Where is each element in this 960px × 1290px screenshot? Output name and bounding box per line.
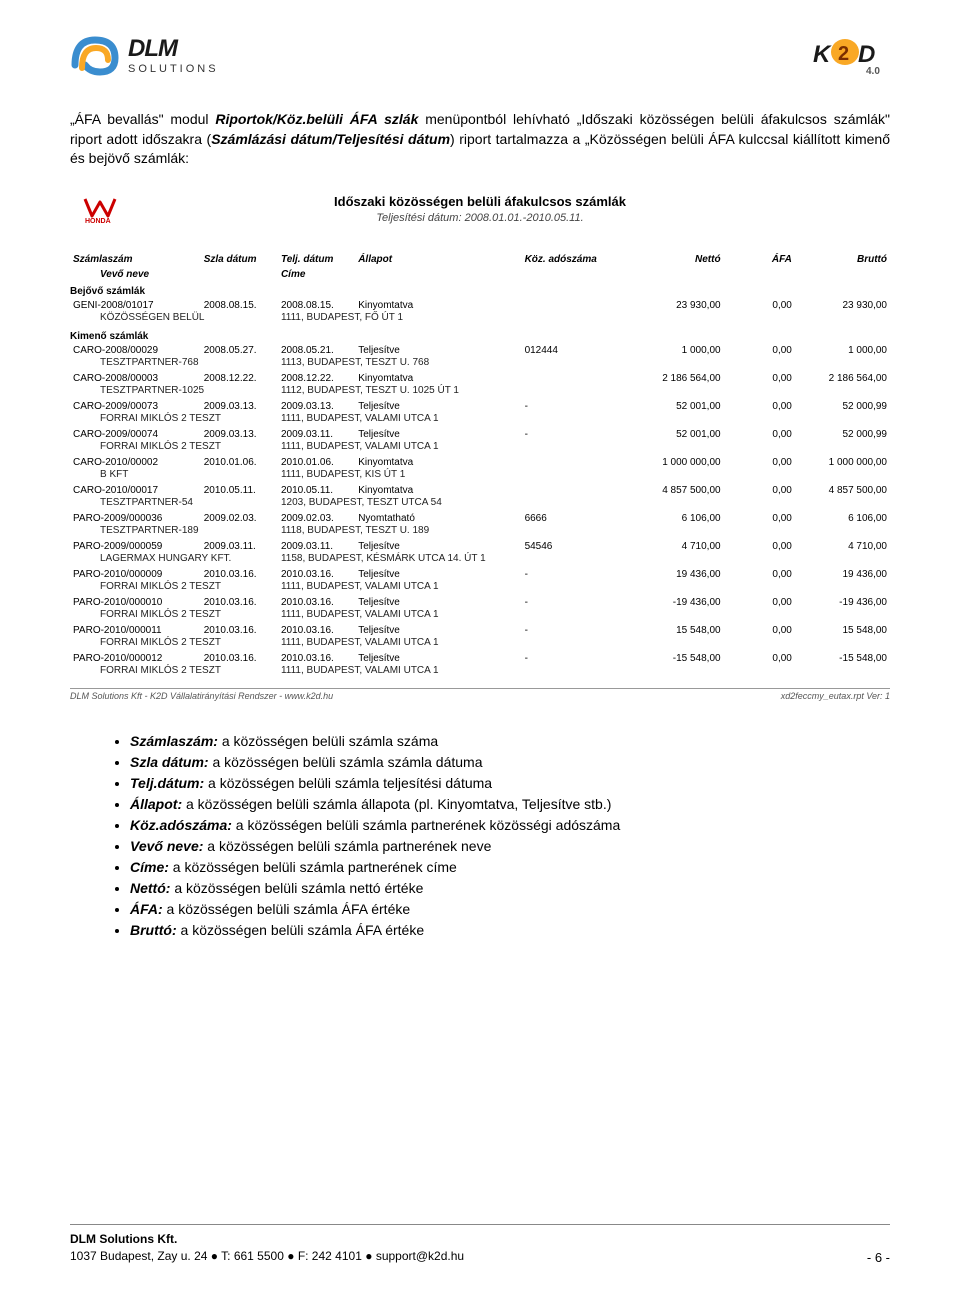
- col-netto: Nettó: [629, 252, 724, 267]
- dlm-icon: [70, 30, 120, 80]
- bullet-list: Számlaszám: a közösségen belüli számla s…: [110, 731, 890, 941]
- table-row: CARO-2008/000032008.12.22.2008.12.22.Kin…: [70, 372, 890, 385]
- svg-text:4.0: 4.0: [866, 66, 880, 77]
- svg-text:HONDA: HONDA: [85, 218, 111, 224]
- table-section: Bejővő számlák: [70, 282, 890, 299]
- col-allapot: Állapot: [355, 252, 521, 267]
- col-afa: ÁFA: [724, 252, 795, 267]
- table-row: CARO-2010/000022010.01.06.2010.01.06.Kin…: [70, 456, 890, 469]
- intro-nav: Riportok/Köz.belüli ÁFA szlák: [215, 111, 418, 127]
- footer-tel: T: 661 5500: [221, 1249, 284, 1263]
- col-koz-adoszam: Köz. adószáma: [522, 252, 629, 267]
- intro-param: Számlázási dátum/Teljesítési dátum: [211, 131, 450, 147]
- footer-addr: 1037 Budapest, Zay u. 24: [70, 1249, 207, 1263]
- col-cime: Címe: [278, 267, 890, 282]
- header-logos: DLM SOLUTIONS K 2 D 4.0: [70, 30, 890, 80]
- table-row-detail: FORRAI MIKLÓS 2 TESZT1111, BUDAPEST, VAL…: [70, 609, 890, 624]
- table-row-detail: TESZTPARTNER-1891118, BUDAPEST, TESZT U.…: [70, 525, 890, 540]
- report-block: HONDA Időszaki közösségen belüli áfakulc…: [70, 194, 890, 701]
- dlm-brand-text: DLM: [128, 35, 219, 63]
- report-title: Időszaki közösségen belüli áfakulcsos sz…: [70, 194, 890, 209]
- table-row-detail: KÖZÖSSÉGEN BELÜL1111, BUDAPEST, FŐ ÚT 1: [70, 312, 890, 327]
- dlm-logo: DLM SOLUTIONS: [70, 30, 219, 80]
- table-row: CARO-2010/000172010.05.11.2010.05.11.Kin…: [70, 484, 890, 497]
- page-footer: DLM Solutions Kft. 1037 Budapest, Zay u.…: [70, 1224, 890, 1265]
- svg-text:K: K: [813, 41, 832, 68]
- table-row: PARO-2009/0000592009.03.11.2009.03.11.Te…: [70, 540, 890, 553]
- table-row: CARO-2009/000742009.03.13.2009.03.11.Tel…: [70, 428, 890, 441]
- table-row: CARO-2009/000732009.03.13.2009.03.13.Tel…: [70, 400, 890, 413]
- table-row: PARO-2010/0000102010.03.16.2010.03.16.Te…: [70, 596, 890, 609]
- table-row-detail: TESZTPARTNER-7681113, BUDAPEST, TESZT U.…: [70, 357, 890, 372]
- col-vevo-neve: Vevő neve: [70, 267, 201, 282]
- list-item: ÁFA: a közösségen belüli számla ÁFA érté…: [130, 899, 890, 920]
- table-row-detail: TESZTPARTNER-10251112, BUDAPEST, TESZT U…: [70, 385, 890, 400]
- honda-logo-icon: HONDA: [80, 194, 120, 224]
- page-number: - 6 -: [867, 1250, 890, 1265]
- table-row-detail: FORRAI MIKLÓS 2 TESZT1111, BUDAPEST, VAL…: [70, 413, 890, 428]
- table-row-detail: TESZTPARTNER-541203, BUDAPEST, TESZT UTC…: [70, 497, 890, 512]
- col-szla-datum: Szla dátum: [201, 252, 278, 267]
- footer-email: support@k2d.hu: [376, 1249, 464, 1263]
- list-item: Vevő neve: a közösségen belüli számla pa…: [130, 836, 890, 857]
- report-foot-right: xd2feccmy_eutax.rpt Ver: 1: [781, 691, 890, 701]
- intro-text-1: „ÁFA bevallás" modul: [70, 111, 215, 127]
- table-row-detail: FORRAI MIKLÓS 2 TESZT1111, BUDAPEST, VAL…: [70, 665, 890, 680]
- report-foot-left: DLM Solutions Kft - K2D Vállalatirányítá…: [70, 691, 333, 701]
- table-row: PARO-2010/0000092010.03.16.2010.03.16.Te…: [70, 568, 890, 581]
- col-brutto: Bruttó: [795, 252, 890, 267]
- svg-text:2: 2: [838, 43, 849, 65]
- list-item: Telj.dátum: a közösségen belüli számla t…: [130, 773, 890, 794]
- footer-fax: F: 242 4101: [298, 1249, 362, 1263]
- list-item: Állapot: a közösségen belüli számla álla…: [130, 794, 890, 815]
- table-row: CARO-2008/000292008.05.27.2008.05.21.Tel…: [70, 344, 890, 357]
- table-row: GENI-2008/010172008.08.15.2008.08.15.Kin…: [70, 299, 890, 312]
- list-item: Szla dátum: a közösségen belüli számla s…: [130, 752, 890, 773]
- table-row-detail: LAGERMAX HUNGARY KFT.1158, BUDAPEST, KÉS…: [70, 553, 890, 568]
- col-szamlaszam: Számlaszám: [70, 252, 201, 267]
- table-row-detail: FORRAI MIKLÓS 2 TESZT1111, BUDAPEST, VAL…: [70, 441, 890, 456]
- intro-paragraph: „ÁFA bevallás" modul Riportok/Köz.belüli…: [70, 110, 890, 169]
- table-row: PARO-2010/0000122010.03.16.2010.03.16.Te…: [70, 652, 890, 665]
- report-subtitle: Teljesítési dátum: 2008.01.01.-2010.05.1…: [70, 212, 890, 224]
- table-row-detail: B KFT1111, BUDAPEST, KIS ÚT 1: [70, 469, 890, 484]
- col-telj-datum: Telj. dátum: [278, 252, 355, 267]
- svg-text:D: D: [858, 41, 875, 68]
- table-row: PARO-2010/0000112010.03.16.2010.03.16.Te…: [70, 624, 890, 637]
- list-item: Nettó: a közösségen belüli számla nettó …: [130, 878, 890, 899]
- footer-company: DLM Solutions Kft.: [70, 1231, 464, 1248]
- table-section: Kimenő számlák: [70, 327, 890, 344]
- list-item: Számlaszám: a közösségen belüli számla s…: [130, 731, 890, 752]
- list-item: Bruttó: a közösségen belüli számla ÁFA é…: [130, 920, 890, 941]
- list-item: Köz.adószáma: a közösségen belüli számla…: [130, 815, 890, 836]
- dlm-sub-text: SOLUTIONS: [128, 63, 219, 75]
- table-row-detail: FORRAI MIKLÓS 2 TESZT1111, BUDAPEST, VAL…: [70, 637, 890, 652]
- report-table: Számlaszám Szla dátum Telj. dátum Állapo…: [70, 252, 890, 680]
- report-footer: DLM Solutions Kft - K2D Vállalatirányítá…: [70, 688, 890, 701]
- table-row: PARO-2009/0000362009.02.03.2009.02.03.Ny…: [70, 512, 890, 525]
- footer-left: DLM Solutions Kft. 1037 Budapest, Zay u.…: [70, 1231, 464, 1265]
- k2d-logo: K 2 D 4.0: [810, 30, 890, 80]
- list-item: Címe: a közösségen belüli számla partner…: [130, 857, 890, 878]
- table-row-detail: FORRAI MIKLÓS 2 TESZT1111, BUDAPEST, VAL…: [70, 581, 890, 596]
